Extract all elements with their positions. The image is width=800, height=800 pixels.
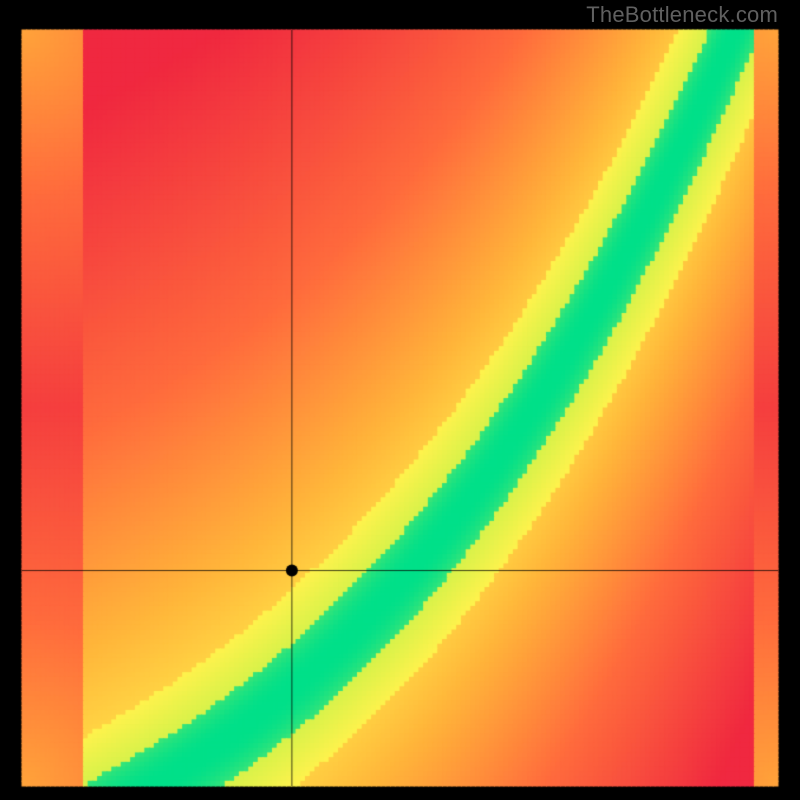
watermark-label: TheBottleneck.com xyxy=(586,2,778,28)
bottleneck-heatmap xyxy=(0,0,800,800)
chart-container: TheBottleneck.com xyxy=(0,0,800,800)
